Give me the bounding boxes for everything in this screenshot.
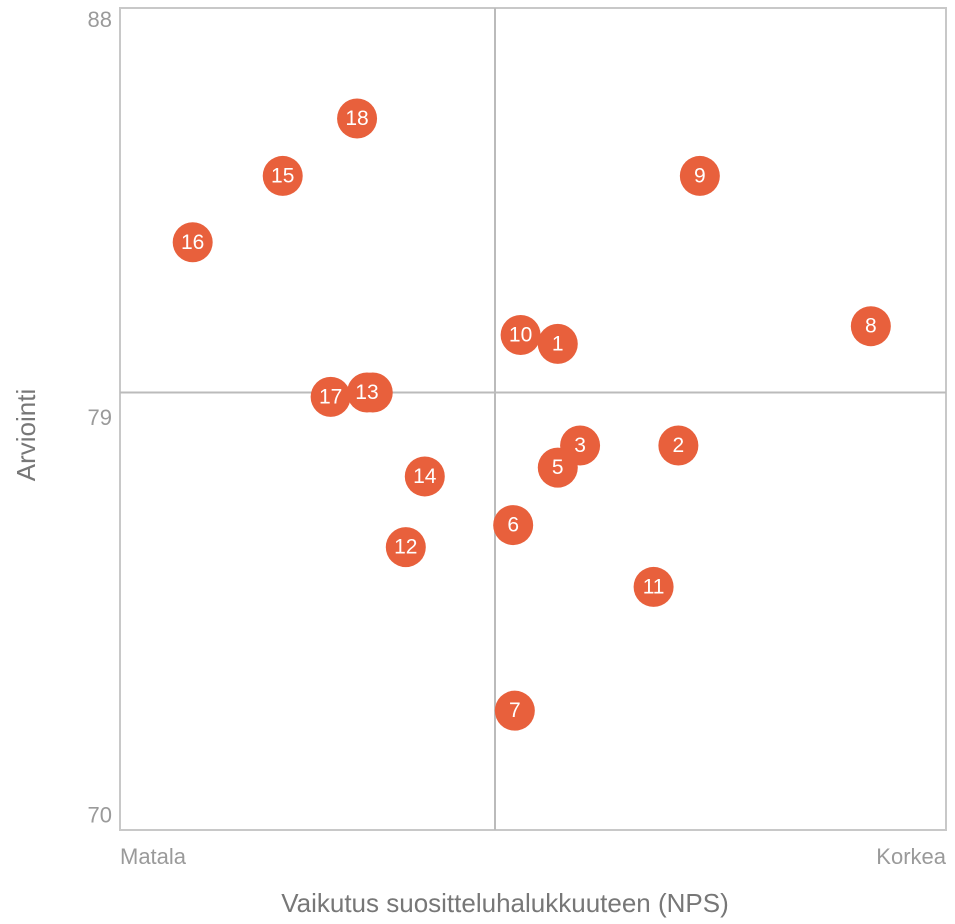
point <box>310 376 351 417</box>
point-label: 12 <box>394 536 417 559</box>
point-label: 13 <box>355 381 378 404</box>
y-tick-label: 79 <box>88 405 112 430</box>
y-tick-label: 70 <box>88 803 112 828</box>
x-axis-title: Vaikutus suositteluhalukkuuteen (NPS) <box>281 888 729 918</box>
point <box>850 306 891 347</box>
point-label: 7 <box>509 699 521 722</box>
point <box>337 98 378 139</box>
point <box>537 323 578 364</box>
point <box>172 222 213 263</box>
point-label: 17 <box>319 385 342 408</box>
point <box>493 505 534 546</box>
point <box>262 155 303 196</box>
point-label: 15 <box>271 164 294 187</box>
point <box>679 155 720 196</box>
plot-frame <box>119 7 947 831</box>
point-label: 8 <box>865 315 877 338</box>
point-label: 18 <box>345 107 368 130</box>
point <box>385 527 426 568</box>
point-label: 11 <box>643 575 665 598</box>
point-label: 14 <box>413 465 437 488</box>
y-axis-title: Arviointi <box>11 389 41 481</box>
point-label: 9 <box>694 164 706 187</box>
x-tick-label: Korkea <box>876 844 946 869</box>
point-label: 1 <box>552 332 564 355</box>
point <box>346 372 387 413</box>
point-label: 10 <box>509 324 532 347</box>
y-tick-label: 88 <box>88 7 112 32</box>
point <box>500 315 541 356</box>
point-label: 5 <box>552 456 564 479</box>
point-label: 2 <box>673 434 685 457</box>
point <box>658 425 699 466</box>
point-label: 16 <box>181 231 204 254</box>
point <box>404 456 445 497</box>
point-label: 3 <box>574 434 586 457</box>
point <box>633 566 674 607</box>
point <box>537 447 578 488</box>
point-label: 6 <box>507 514 519 537</box>
point <box>494 690 535 731</box>
x-tick-label: Matala <box>120 844 187 869</box>
